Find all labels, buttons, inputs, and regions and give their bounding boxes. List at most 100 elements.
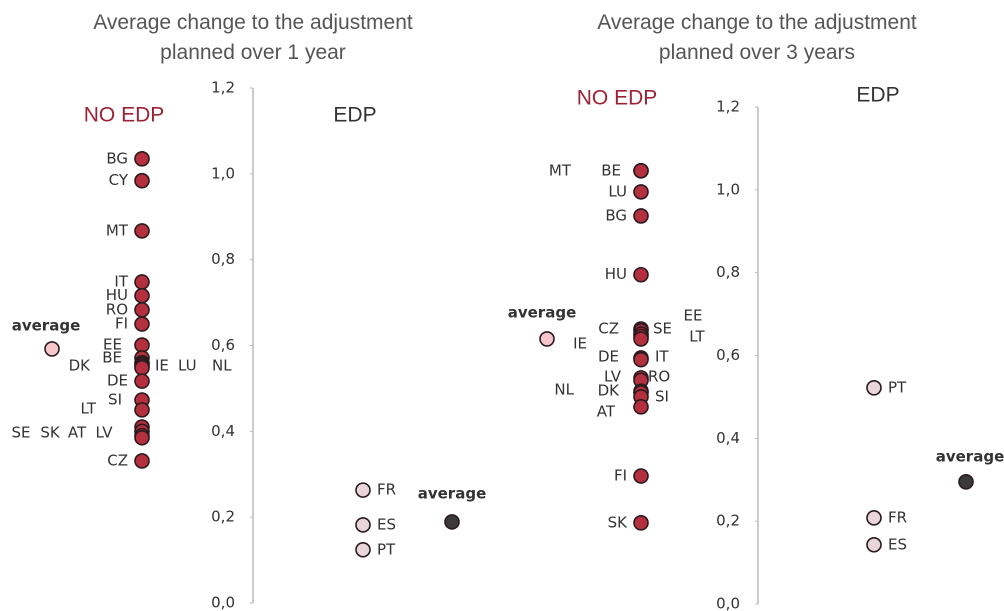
dot <box>134 287 150 304</box>
y-tick-label: 1,0 <box>716 180 740 198</box>
point-label: CZ <box>598 320 619 338</box>
point-label: DK <box>69 357 92 375</box>
y-tick-label: 1,2 <box>211 79 235 97</box>
dot <box>355 482 371 498</box>
chart-title: Average change to the adjustment planned… <box>93 11 413 64</box>
series-name: NO EDP <box>84 104 165 127</box>
chart-title: Average change to the adjustment planned… <box>597 11 917 64</box>
dot <box>134 223 150 239</box>
dot <box>866 510 882 526</box>
dot <box>134 302 150 318</box>
average-label: average <box>12 317 81 335</box>
point-label: PT <box>888 378 907 396</box>
point-label: BG <box>106 149 128 167</box>
dot <box>633 331 649 347</box>
y-tick-label: 0,2 <box>211 508 235 526</box>
point-label: DK <box>598 382 621 400</box>
point-label: LV <box>604 368 622 386</box>
average-dot <box>444 514 460 530</box>
point-label: RO <box>106 300 128 318</box>
point-label: EE <box>103 336 122 354</box>
point-label: HU <box>605 265 627 283</box>
average-dot <box>539 331 555 347</box>
point-label: LU <box>178 357 197 375</box>
series-name: EDP <box>856 84 899 107</box>
point-label: CY <box>109 171 129 189</box>
average-label: average <box>508 304 577 322</box>
dot <box>633 399 649 415</box>
y-tick-label: 0,2 <box>716 512 740 530</box>
dot <box>134 274 150 290</box>
average-dot <box>44 341 60 357</box>
point-label: BE <box>102 349 122 367</box>
point-label: ES <box>888 535 907 553</box>
point-label: LT <box>689 328 705 346</box>
point-label: ES <box>377 515 396 533</box>
dot <box>866 536 882 553</box>
point-label: FR <box>377 481 396 499</box>
dot <box>134 402 150 418</box>
point-label: CZ <box>107 451 128 469</box>
point-label: RO <box>648 368 670 386</box>
dot <box>134 172 150 189</box>
average-label: average <box>936 448 1004 466</box>
y-tick-label: 0,6 <box>211 336 235 354</box>
dot <box>633 266 649 283</box>
point-label: DE <box>107 372 128 390</box>
point-label: AT <box>68 424 87 442</box>
dot <box>134 373 150 389</box>
dot <box>633 351 649 368</box>
dot <box>633 184 649 200</box>
point-label: FI <box>115 315 128 333</box>
average-dot <box>958 474 974 490</box>
point-label: IT <box>114 272 128 290</box>
y-tick-label: 0,4 <box>211 422 235 440</box>
y-tick-label: 1,2 <box>716 98 740 116</box>
dot <box>134 316 150 332</box>
point-label: IE <box>573 335 587 353</box>
dot <box>633 515 649 531</box>
y-tick-label: 0,4 <box>716 429 740 447</box>
point-label: BG <box>605 206 627 224</box>
dot <box>134 429 150 446</box>
point-label: FR <box>888 508 907 526</box>
dot <box>355 541 371 558</box>
y-tick-label: 0,6 <box>716 346 740 364</box>
point-label: LU <box>608 182 627 200</box>
point-label: MT <box>106 221 129 239</box>
dot <box>633 468 649 484</box>
y-tick-label: 0,8 <box>211 250 235 268</box>
dot <box>355 517 371 533</box>
point-label: DE <box>598 348 619 366</box>
y-tick-label: 0,0 <box>211 594 235 611</box>
point-label: SE <box>12 424 31 442</box>
point-label: MT <box>549 162 572 180</box>
dot <box>134 151 150 167</box>
point-label: IT <box>655 348 669 366</box>
point-label: LV <box>96 424 114 442</box>
point-label: FI <box>614 467 627 485</box>
point-label: SE <box>653 320 672 338</box>
average-label: average <box>418 485 487 503</box>
point-label: PT <box>377 540 396 558</box>
dot <box>633 208 649 224</box>
point-label: AT <box>597 403 616 421</box>
dot <box>866 380 882 396</box>
dot <box>134 337 150 353</box>
point-label: NL <box>212 357 232 375</box>
dot <box>633 162 649 179</box>
dot <box>134 360 150 376</box>
point-label: HU <box>106 286 128 304</box>
series-name: EDP <box>333 104 376 127</box>
dot <box>134 453 150 469</box>
point-label: IE <box>155 357 169 375</box>
point-label: EE <box>684 307 703 325</box>
y-tick-label: 0,0 <box>716 595 740 611</box>
series-name: NO EDP <box>577 87 658 110</box>
point-label: SK <box>608 513 629 531</box>
point-label: NL <box>554 381 574 399</box>
point-label: SI <box>655 388 669 406</box>
point-label: SK <box>40 424 61 442</box>
